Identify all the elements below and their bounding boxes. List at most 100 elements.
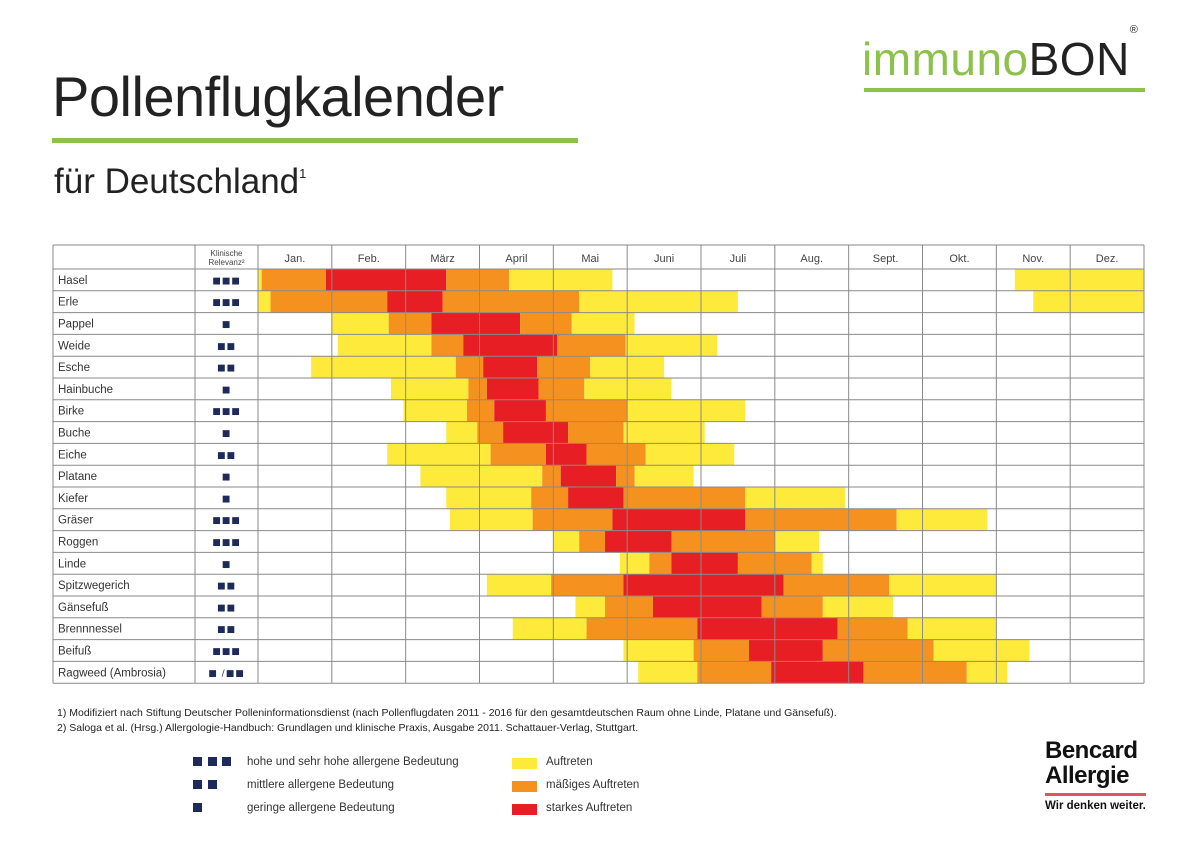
relevance-header-line2: Relevanz² <box>208 258 244 267</box>
pollen-bar-auftreten <box>745 487 845 509</box>
bencard-underline <box>1045 793 1146 796</box>
pollen-bar-auftreten <box>553 530 580 553</box>
pollen-bar-stark <box>653 596 762 618</box>
pollen-bar-auftreten <box>1014 269 1144 291</box>
plant-name: Roggen <box>58 537 98 549</box>
pollen-bar-auftreten <box>403 399 467 422</box>
pollen-bar-auftreten <box>331 312 389 335</box>
pollen-bar-auftreten <box>896 508 988 531</box>
month-label: Okt. <box>949 253 969 265</box>
relevance-square-icon <box>222 757 231 766</box>
pollen-bar-stark <box>748 639 823 662</box>
pollen-bar-maessig <box>490 443 546 466</box>
relevance-indicator: ■■ <box>217 625 236 635</box>
legend-label: starkes Auftreten <box>546 802 633 814</box>
pollen-bar-stark <box>387 290 443 313</box>
pollen-bar-maessig <box>579 530 606 553</box>
pollen-bar-stark <box>612 508 746 531</box>
pollen-bar-stark <box>671 552 738 575</box>
pollen-bar-maessig <box>551 574 624 596</box>
pollen-bar-maessig <box>532 508 613 531</box>
pollen-bar-auftreten <box>625 334 718 357</box>
plant-name: Weide <box>58 340 90 352</box>
pollen-bar-auftreten <box>638 661 698 684</box>
pollen-bar-maessig <box>545 399 628 422</box>
legend-label: Auftreten <box>546 756 593 768</box>
month-label: Juli <box>730 253 747 265</box>
relevance-indicator: ■■■ <box>212 538 241 548</box>
pollen-bar-stark <box>623 574 784 596</box>
bencard-tagline: Wir denken weiter. <box>1045 800 1146 812</box>
relevance-indicator: ■ <box>222 429 232 439</box>
relevance-indicator: ■■ <box>217 364 236 374</box>
plant-name: Platane <box>58 471 97 483</box>
month-label: Nov. <box>1022 253 1044 265</box>
pollen-bar-auftreten <box>420 465 543 487</box>
plant-name: Beifuß <box>58 646 91 658</box>
month-label: Sept. <box>873 253 899 265</box>
pollen-bar-maessig <box>477 421 504 444</box>
pollen-bar-auftreten <box>446 421 478 444</box>
pollen-bar-auftreten <box>258 269 262 291</box>
pollen-bar-auftreten <box>512 617 587 640</box>
pollen-bar-maessig <box>863 661 967 684</box>
subtitle-text: für Deutschland <box>54 162 300 201</box>
pollen-bar-maessig <box>693 639 749 662</box>
pollen-bar-stark <box>605 530 672 553</box>
pollen-bar-maessig <box>586 443 646 466</box>
pollen-bar-auftreten <box>933 639 1030 662</box>
plant-name: Hasel <box>58 275 87 287</box>
pollen-bar-auftreten <box>387 443 491 466</box>
legend-swatch-red <box>512 804 537 815</box>
pollen-bar-auftreten <box>907 617 997 640</box>
pollen-bar-maessig <box>431 334 464 357</box>
relevance-indicator: ■■ <box>217 342 236 352</box>
relevance-square-icon <box>193 780 202 789</box>
relevance-square-icon <box>193 757 202 766</box>
relevance-square-icon <box>208 757 217 766</box>
pollen-bar-auftreten <box>1033 290 1144 313</box>
subtitle-footnote-ref: 1 <box>299 166 307 181</box>
pollen-bar-auftreten <box>634 465 694 487</box>
pollen-bar-maessig <box>671 530 775 553</box>
plant-name: Linde <box>58 558 86 570</box>
plant-name: Eiche <box>58 449 87 461</box>
relevance-indicator: ■ <box>222 473 232 483</box>
pollen-bar-maessig <box>466 399 495 422</box>
pollen-bar-auftreten <box>627 399 746 422</box>
plant-name: Brennnessel <box>58 624 122 636</box>
pollen-bar-maessig <box>568 421 624 444</box>
plant-name: Gänsefuß <box>58 602 109 614</box>
pollen-bar-stark <box>503 421 569 444</box>
relevance-indicator: ■■■ <box>212 407 241 417</box>
relevance-indicator: ■ <box>222 560 232 570</box>
pollen-bar-stark <box>697 617 838 640</box>
legend-swatch-orange <box>512 781 537 792</box>
pollen-bar-maessig <box>837 617 908 640</box>
pollen-bar-stark <box>545 443 587 466</box>
pollen-bar-maessig <box>761 596 823 618</box>
logo-registered-mark: ® <box>1129 23 1139 36</box>
pollen-bar-maessig <box>605 596 654 618</box>
plant-name: Birke <box>58 406 84 418</box>
relevance-indicator: ■ <box>222 320 232 330</box>
pollen-bar-maessig <box>531 487 569 509</box>
pollen-bar-stark <box>568 487 624 509</box>
pollen-bar-auftreten <box>258 290 271 313</box>
pollen-bar-maessig <box>745 508 897 531</box>
pollen-bar-auftreten <box>645 443 735 466</box>
pollen-bar-stark <box>494 399 546 422</box>
pollen-bar-maessig <box>270 290 388 313</box>
pollen-bar-maessig <box>520 312 572 335</box>
pollen-bar-maessig <box>388 312 432 335</box>
month-label: Dez. <box>1096 253 1119 265</box>
pollen-bar-auftreten <box>509 269 613 291</box>
pollen-bar-maessig <box>261 269 326 291</box>
pollen-bar-auftreten <box>822 596 893 618</box>
pollen-bar-auftreten <box>575 596 606 618</box>
pollen-bar-stark <box>483 356 538 378</box>
legend-label: geringe allergene Bedeutung <box>247 802 395 814</box>
pollen-bar-stark <box>325 269 447 291</box>
pollen-bar-stark <box>463 334 558 357</box>
legend-label: mittlere allergene Bedeutung <box>247 779 395 791</box>
